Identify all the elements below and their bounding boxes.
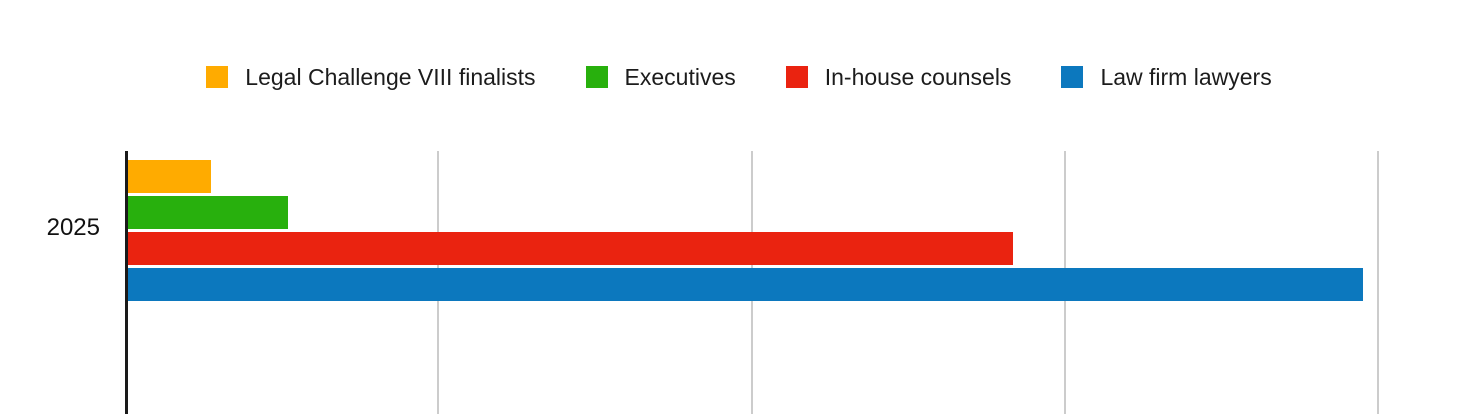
legend-item-executives: Executives <box>585 63 736 90</box>
bar-executives[interactable] <box>127 196 288 229</box>
x-gridline-100 <box>1377 151 1379 414</box>
legend-label: Legal Challenge VIII finalists <box>245 63 536 90</box>
plot-area <box>125 151 1379 414</box>
legend-swatch-icon <box>1061 66 1084 88</box>
bar-legal-challenge-viii-finalists[interactable] <box>127 160 212 193</box>
legend-item-legal-challenge-viii-finalists: Legal Challenge VIII finalists <box>206 63 536 90</box>
legend-label: Executives <box>624 63 736 90</box>
legend-item-law-firm-lawyers: Law firm lawyers <box>1061 63 1272 90</box>
category-label-2025: 2025 <box>46 214 100 241</box>
legend-label: Law firm lawyers <box>1100 63 1272 90</box>
legend-label: In-house counsels <box>824 63 1012 90</box>
bar-in-house-counsels[interactable] <box>127 232 1014 265</box>
legend-swatch-icon <box>585 66 608 88</box>
legend-swatch-icon <box>785 66 808 88</box>
legend-item-in-house-counsels: In-house counsels <box>785 63 1012 90</box>
y-axis-line <box>125 151 128 414</box>
chart-legend: Legal Challenge VIII finalists Executives… <box>0 62 1478 92</box>
legend-swatch-icon <box>206 66 229 88</box>
bar-law-firm-lawyers[interactable] <box>127 268 1363 301</box>
